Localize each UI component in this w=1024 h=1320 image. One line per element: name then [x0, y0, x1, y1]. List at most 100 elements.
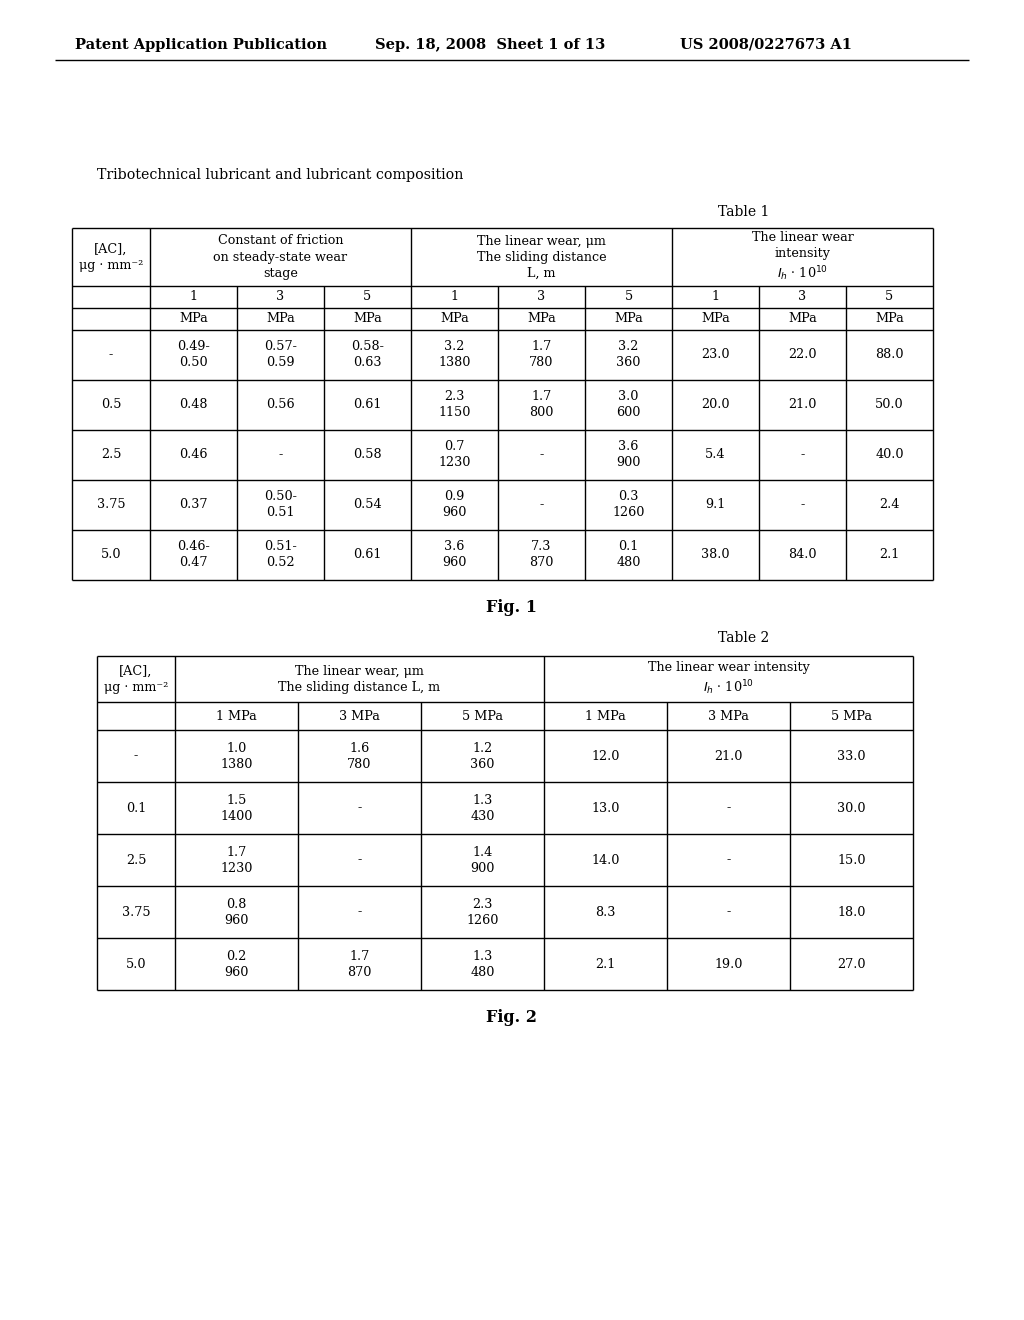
Text: 3 MPa: 3 MPa: [708, 710, 749, 722]
Text: Tribotechnical lubricant and lubricant composition: Tribotechnical lubricant and lubricant c…: [97, 168, 464, 182]
Text: -: -: [540, 499, 544, 511]
Text: 0.5: 0.5: [100, 399, 121, 412]
Text: The linear wear intensity
$I_h$ · 10$^{10}$: The linear wear intensity $I_h$ · 10$^{1…: [647, 661, 809, 697]
Text: 9.1: 9.1: [706, 499, 726, 511]
Text: 0.7
1230: 0.7 1230: [438, 441, 471, 470]
Text: 1 MPa: 1 MPa: [216, 710, 257, 722]
Text: -: -: [540, 449, 544, 462]
Text: MPa: MPa: [440, 313, 469, 326]
Text: -: -: [801, 449, 805, 462]
Text: 2.1: 2.1: [880, 549, 900, 561]
Text: 5.0: 5.0: [100, 549, 121, 561]
Text: 3.0
600: 3.0 600: [616, 391, 641, 420]
Text: -: -: [279, 449, 283, 462]
Text: -: -: [134, 750, 138, 763]
Text: 50.0: 50.0: [876, 399, 904, 412]
Text: US 2008/0227673 A1: US 2008/0227673 A1: [680, 38, 852, 51]
Text: The linear wear, μm
The sliding distance
L, m: The linear wear, μm The sliding distance…: [477, 235, 606, 280]
Text: MPa: MPa: [179, 313, 208, 326]
Text: 22.0: 22.0: [788, 348, 817, 362]
Text: 0.48: 0.48: [179, 399, 208, 412]
Text: 0.49-
0.50: 0.49- 0.50: [177, 341, 210, 370]
Text: 5: 5: [625, 290, 633, 304]
Text: 3.75: 3.75: [122, 906, 151, 919]
Text: 1: 1: [712, 290, 720, 304]
Text: 84.0: 84.0: [788, 549, 817, 561]
Text: Table 1: Table 1: [718, 205, 769, 219]
Text: -: -: [109, 348, 113, 362]
Text: 0.9
960: 0.9 960: [442, 491, 467, 520]
Text: MPa: MPa: [527, 313, 556, 326]
Text: 1.0
1380: 1.0 1380: [220, 742, 253, 771]
Text: 0.56: 0.56: [266, 399, 295, 412]
Text: 30.0: 30.0: [838, 801, 865, 814]
Text: 2.5: 2.5: [100, 449, 121, 462]
Text: 0.50-
0.51: 0.50- 0.51: [264, 491, 297, 520]
Text: 5 MPa: 5 MPa: [831, 710, 872, 722]
Text: 3.2
360: 3.2 360: [616, 341, 641, 370]
Text: -: -: [357, 906, 361, 919]
Text: 1.6
780: 1.6 780: [347, 742, 372, 771]
Text: 20.0: 20.0: [701, 399, 730, 412]
Text: 2.3
1150: 2.3 1150: [438, 391, 471, 420]
Text: 0.46: 0.46: [179, 449, 208, 462]
Text: 14.0: 14.0: [591, 854, 620, 866]
Text: 0.37: 0.37: [179, 499, 208, 511]
Text: 3.2
1380: 3.2 1380: [438, 341, 471, 370]
Text: 15.0: 15.0: [838, 854, 865, 866]
Text: 5 MPa: 5 MPa: [462, 710, 503, 722]
Text: 0.1
480: 0.1 480: [616, 540, 641, 569]
Text: 5.0: 5.0: [126, 957, 146, 970]
Text: 1.3
430: 1.3 430: [470, 793, 495, 822]
Text: [AC],
μg · mm⁻²: [AC], μg · mm⁻²: [79, 243, 143, 272]
Text: 0.57-
0.59: 0.57- 0.59: [264, 341, 297, 370]
Text: 0.54: 0.54: [353, 499, 382, 511]
Text: 0.3
1260: 0.3 1260: [612, 491, 645, 520]
Text: 13.0: 13.0: [591, 801, 620, 814]
Text: Sep. 18, 2008  Sheet 1 of 13: Sep. 18, 2008 Sheet 1 of 13: [375, 38, 605, 51]
Text: -: -: [726, 854, 731, 866]
Text: 3: 3: [538, 290, 546, 304]
Text: -: -: [726, 801, 731, 814]
Text: MPa: MPa: [788, 313, 817, 326]
Text: 0.61: 0.61: [353, 549, 382, 561]
Text: 3: 3: [276, 290, 285, 304]
Text: 0.1: 0.1: [126, 801, 146, 814]
Text: [AC],
μg · mm⁻²: [AC], μg · mm⁻²: [103, 664, 168, 693]
Text: MPa: MPa: [701, 313, 730, 326]
Text: 8.3: 8.3: [595, 906, 615, 919]
Text: 3 MPa: 3 MPa: [339, 710, 380, 722]
Text: MPa: MPa: [353, 313, 382, 326]
Text: 27.0: 27.0: [838, 957, 865, 970]
Text: 88.0: 88.0: [876, 348, 904, 362]
Text: MPa: MPa: [876, 313, 904, 326]
Text: Patent Application Publication: Patent Application Publication: [75, 38, 327, 51]
Text: Constant of friction
on steady-state wear
stage: Constant of friction on steady-state wea…: [213, 235, 347, 280]
Text: 1.7
780: 1.7 780: [529, 341, 554, 370]
Text: 2.3
1260: 2.3 1260: [466, 898, 499, 927]
Text: MPa: MPa: [614, 313, 643, 326]
Text: 12.0: 12.0: [591, 750, 620, 763]
Text: 0.58: 0.58: [353, 449, 382, 462]
Text: Fig. 1: Fig. 1: [486, 599, 538, 616]
Text: 1.3
480: 1.3 480: [470, 949, 495, 978]
Text: -: -: [801, 499, 805, 511]
Text: 7.3
870: 7.3 870: [529, 540, 554, 569]
Text: 3.6
960: 3.6 960: [442, 540, 467, 569]
Text: 21.0: 21.0: [788, 399, 817, 412]
Text: 0.61: 0.61: [353, 399, 382, 412]
Text: 2.1: 2.1: [595, 957, 615, 970]
Text: -: -: [357, 854, 361, 866]
Text: 5.4: 5.4: [706, 449, 726, 462]
Text: 3.75: 3.75: [96, 499, 125, 511]
Text: 0.58-
0.63: 0.58- 0.63: [351, 341, 384, 370]
Text: MPa: MPa: [266, 313, 295, 326]
Text: 3.6
900: 3.6 900: [616, 441, 641, 470]
Text: Table 2: Table 2: [718, 631, 769, 645]
Text: 0.51-
0.52: 0.51- 0.52: [264, 540, 297, 569]
Text: The linear wear, μm
The sliding distance L, m: The linear wear, μm The sliding distance…: [279, 664, 440, 693]
Text: 1.7
1230: 1.7 1230: [220, 846, 253, 874]
Text: 18.0: 18.0: [838, 906, 865, 919]
Text: -: -: [357, 801, 361, 814]
Text: The linear wear
intensity
$I_h$ · 10$^{10}$: The linear wear intensity $I_h$ · 10$^{1…: [752, 231, 853, 282]
